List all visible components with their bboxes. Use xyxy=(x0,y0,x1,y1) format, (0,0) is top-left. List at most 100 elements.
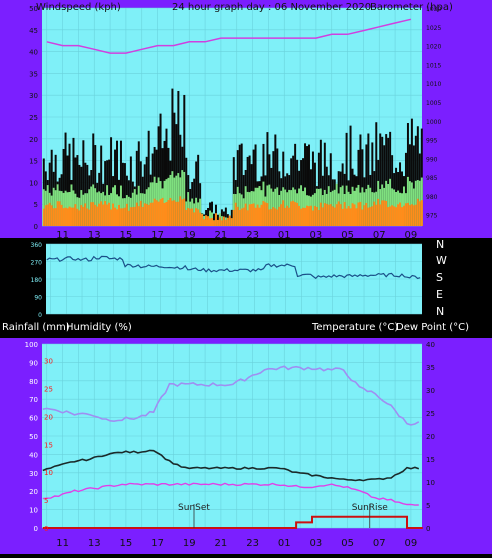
wind-gust-bar xyxy=(157,126,160,226)
wind-gust-bar xyxy=(238,144,241,226)
wind-gust-bar xyxy=(72,137,75,226)
humidity-y-tick-label: 60 xyxy=(29,415,38,423)
x-tick-label: 07 xyxy=(373,230,386,241)
x-tick-label: 09 xyxy=(405,538,418,549)
wind-gust-bar xyxy=(213,213,215,226)
sunrise-label: SunRise xyxy=(352,503,389,513)
x-tick-label: 17 xyxy=(151,230,164,241)
wind-low-bar xyxy=(157,201,160,226)
x-tick-label: 01 xyxy=(278,538,291,549)
wind-low-bar xyxy=(92,202,95,226)
wind-low-bar xyxy=(399,202,402,226)
wind-avg-bar xyxy=(317,188,320,226)
wind-low-bar xyxy=(393,206,396,226)
wind-gust-bar xyxy=(412,145,415,226)
temp-y-tick-label: 40 xyxy=(426,341,435,349)
wind-gust-bar xyxy=(177,90,180,226)
wind-low-bar xyxy=(175,201,178,226)
wind-gust-bar xyxy=(224,207,227,226)
wind-low-bar xyxy=(125,203,128,226)
wind-low-bar xyxy=(58,201,61,226)
wind-low-bar xyxy=(254,207,257,226)
barometer-line xyxy=(46,18,412,54)
wind-low-bar xyxy=(363,205,366,226)
wind-low-bar xyxy=(153,198,156,226)
wind-low-bar xyxy=(309,205,312,226)
wind-low-bar xyxy=(357,202,360,226)
temperature-line xyxy=(42,449,420,482)
wind-avg-bar xyxy=(311,194,314,226)
wind-avg-bar xyxy=(177,173,180,226)
wind-gust-bar xyxy=(197,154,200,226)
wind-low-bar xyxy=(416,198,419,226)
x-tick-label: 13 xyxy=(88,538,101,549)
wind-gust-bar xyxy=(100,145,103,226)
wind-gust-bar xyxy=(195,161,198,226)
wind-avg-bar xyxy=(171,171,174,226)
wind-gust-bar xyxy=(64,132,67,226)
wind-axis-title: Windspeed (kph) xyxy=(36,2,121,13)
wind-low-bar xyxy=(234,202,237,226)
humidity-y-tick-label: 90 xyxy=(29,359,38,367)
wind-gust-bar xyxy=(387,137,390,226)
wind-low-bar xyxy=(211,218,213,226)
wind-low-bar xyxy=(187,207,190,226)
wind-avg-bar xyxy=(410,182,413,226)
wind-low-bar xyxy=(151,202,154,226)
wind-low-bar xyxy=(189,208,192,226)
rain-y-tick-label: 15 xyxy=(44,441,53,449)
wind-gust-bar xyxy=(345,132,348,226)
wind-low-bar xyxy=(167,200,170,226)
x-tick-label: 19 xyxy=(183,538,196,549)
wind-avg-bar xyxy=(209,210,212,226)
wind-y-tick-label: 10 xyxy=(29,179,38,187)
wind-low-bar xyxy=(272,207,275,226)
wind-low-bar xyxy=(48,202,51,226)
baro-y-tick-label: 1010 xyxy=(426,81,441,88)
baro-y-tick-label: 1005 xyxy=(426,100,441,107)
wind-low-bar xyxy=(381,200,384,226)
wind-avg-bar xyxy=(119,185,122,226)
wind-low-bar xyxy=(163,202,166,226)
wind-avg-bar xyxy=(284,189,287,226)
wind-y-tick-label: 15 xyxy=(29,158,38,166)
wind-avg-bar xyxy=(361,187,364,226)
wind-low-bar xyxy=(209,218,212,226)
wind-avg-bar xyxy=(42,189,45,226)
wind-gust-bar xyxy=(116,140,118,226)
wind-low-bar xyxy=(60,204,63,226)
wind-low-bar xyxy=(116,209,118,226)
wind-low-bar xyxy=(64,207,67,226)
wind-gust-bar xyxy=(381,136,384,226)
baro-y-tick-label: 980 xyxy=(426,194,438,201)
wind-avg-bar xyxy=(408,181,411,226)
x-tick-label: 23 xyxy=(246,230,259,241)
wind-low-bar xyxy=(410,204,413,226)
wind-low-bar xyxy=(300,208,303,226)
x-tick-label: 23 xyxy=(246,538,259,549)
wind-low-bar xyxy=(96,206,99,226)
wind-low-bar xyxy=(197,209,200,226)
wind-low-bar xyxy=(387,207,390,226)
wind-low-bar xyxy=(311,210,314,226)
rain-y-tick-label: 25 xyxy=(44,386,53,394)
wind-low-bar xyxy=(52,208,55,226)
wind-gust-bar xyxy=(296,159,299,226)
wind-low-bar xyxy=(133,206,136,226)
wind-avg-bar xyxy=(270,188,273,226)
wind-gust-bar xyxy=(147,130,150,226)
wind-low-bar xyxy=(262,200,265,226)
wind-low-bar xyxy=(236,206,239,226)
wind-avg-bar xyxy=(369,187,372,226)
wind-low-bar xyxy=(183,198,186,226)
wind-low-bar xyxy=(359,201,362,226)
wind-low-bar xyxy=(276,209,279,226)
wind-low-bar xyxy=(266,203,269,226)
temp-y-tick-label: 10 xyxy=(426,479,435,487)
wind-low-bar xyxy=(284,207,287,226)
wind-low-bar xyxy=(242,207,245,226)
temp-y-tick-label: 20 xyxy=(426,433,435,441)
wind-low-bar xyxy=(123,207,126,226)
wind-low-bar xyxy=(274,208,277,226)
